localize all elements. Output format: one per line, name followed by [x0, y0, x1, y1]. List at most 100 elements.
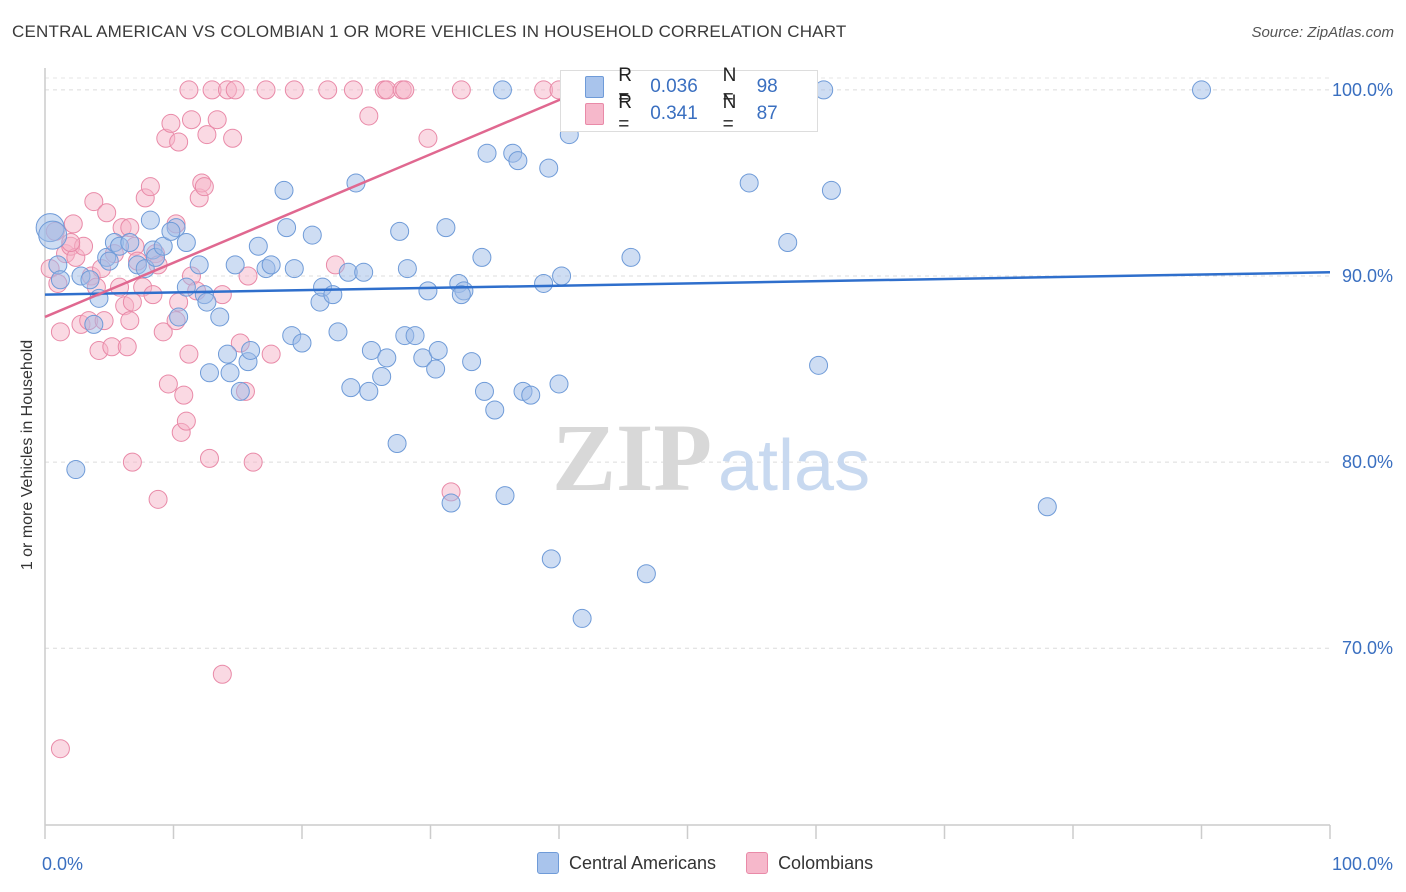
- central-american-point: [387, 434, 407, 453]
- central-american-point: [549, 374, 569, 394]
- y-tick-label: 70.0%: [1342, 638, 1393, 658]
- central-american-point: [328, 322, 348, 342]
- central-american-point: [541, 549, 561, 569]
- central-american-point: [377, 348, 397, 368]
- central-american-point: [84, 314, 104, 334]
- central-american-point: [390, 221, 410, 241]
- colombian-point: [451, 80, 471, 100]
- series-legend: Central Americans Colombians: [537, 852, 903, 874]
- legend-item-colombians[interactable]: Colombians: [746, 852, 873, 874]
- central-american-point: [397, 259, 417, 279]
- colombian-point: [117, 337, 137, 357]
- central-american-point: [778, 233, 798, 253]
- colombian-point: [50, 739, 70, 759]
- central-american-point: [636, 564, 656, 584]
- r-value: 0.341: [650, 103, 698, 124]
- central-american-point: [274, 180, 294, 200]
- central-american-point: [50, 270, 70, 290]
- colombian-point: [148, 489, 168, 509]
- watermark: ZIP atlas: [552, 404, 870, 511]
- colombians-trend-line: [44, 96, 566, 319]
- central-american-point: [161, 221, 181, 241]
- central-american-point: [153, 236, 173, 256]
- colombian-point: [97, 203, 117, 223]
- colombian-point: [122, 452, 142, 472]
- colombian-point: [284, 80, 304, 100]
- colombian-point: [395, 80, 415, 100]
- colombian-point: [212, 664, 232, 684]
- colombian-point: [158, 374, 178, 394]
- central-american-point: [120, 233, 140, 253]
- colombian-point: [181, 110, 201, 130]
- colombian-point: [169, 132, 189, 152]
- central-american-point: [277, 218, 297, 238]
- central-american-point: [418, 281, 438, 301]
- legend-swatch-blue: [585, 76, 605, 98]
- central-american-point: [292, 333, 312, 353]
- central-american-point: [302, 225, 322, 245]
- colombian-point: [359, 106, 379, 126]
- tick-labels: 70.0% 80.0% 90.0% 100.0% 0.0% 100.0%: [42, 80, 1393, 874]
- legend-swatch-blue: [537, 852, 559, 874]
- central-american-point: [477, 143, 497, 163]
- n-value: 87: [756, 103, 778, 124]
- central-american-point: [436, 218, 456, 238]
- chart-title: CENTRAL AMERICAN VS COLOMBIAN 1 OR MORE …: [12, 22, 847, 41]
- grid-lines: [45, 77, 1330, 649]
- legend-item-central-americans[interactable]: Central Americans: [537, 852, 716, 874]
- colombian-point: [318, 80, 338, 100]
- central-american-point: [341, 378, 361, 398]
- central-american-point: [189, 255, 209, 275]
- trend-lines: [44, 96, 1331, 319]
- colombian-point: [343, 80, 363, 100]
- central-american-point: [284, 259, 304, 279]
- central-american-point: [140, 210, 160, 230]
- central-american-point: [426, 359, 446, 379]
- colombian-point: [63, 214, 83, 234]
- central-american-point: [248, 236, 268, 256]
- central-american-point: [1037, 497, 1057, 517]
- colombian-point: [50, 322, 70, 342]
- central-american-point: [354, 262, 374, 282]
- legend-swatch-pink: [585, 103, 605, 125]
- colombian-point: [243, 452, 263, 472]
- legend-label: Colombians: [778, 852, 874, 873]
- central-american-point: [80, 270, 100, 290]
- colombians-points: [40, 80, 569, 759]
- central-american-point: [472, 247, 492, 267]
- watermark-atlas: atlas: [718, 426, 870, 506]
- central-american-point: [413, 348, 433, 368]
- x-tick-label: 0.0%: [42, 854, 83, 874]
- n-label: N =: [722, 65, 737, 108]
- colombian-point: [120, 311, 140, 331]
- legend-label: Central Americans: [569, 852, 717, 873]
- colombian-point: [143, 285, 163, 305]
- central-american-point: [451, 285, 471, 305]
- colombian-point: [174, 385, 194, 405]
- colombian-point: [256, 80, 276, 100]
- central-american-point: [220, 363, 240, 383]
- central-american-point: [539, 158, 559, 178]
- central-american-point: [474, 381, 494, 401]
- colombian-point: [84, 192, 104, 212]
- central-american-point: [521, 385, 541, 405]
- y-tick-label: 80.0%: [1342, 452, 1393, 472]
- watermark-zip: ZIP: [552, 404, 712, 511]
- colombian-point: [418, 128, 438, 148]
- central-american-point: [169, 307, 189, 327]
- source-label: Source: ZipAtlas.com: [1251, 24, 1394, 41]
- central-american-point: [572, 608, 592, 628]
- central-american-point: [230, 381, 250, 401]
- axes: [44, 68, 1331, 839]
- n-label: N =: [722, 92, 737, 135]
- central-american-point: [441, 493, 461, 513]
- stats-legend: R = 0.036 N = 98 R = 0.341 N = 87: [560, 65, 818, 135]
- central-american-point: [210, 307, 230, 327]
- central-american-point: [176, 233, 196, 253]
- legend-row-colombians: R = 0.341 N = 87: [585, 92, 817, 135]
- central-american-point: [428, 340, 448, 360]
- central-american-point: [508, 151, 528, 171]
- central-american-point: [225, 255, 245, 275]
- central-american-point: [361, 340, 381, 360]
- r-value: 0.036: [650, 76, 698, 97]
